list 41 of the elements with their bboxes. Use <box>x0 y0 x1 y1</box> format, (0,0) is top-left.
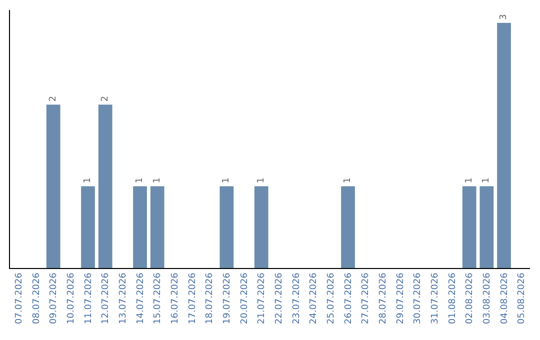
x-tick-label: 31.07.2026 <box>430 272 441 324</box>
x-tick-label: 01.08.2026 <box>448 272 458 324</box>
x-tick-label: 19.07.2026 <box>222 272 233 324</box>
x-tick-label: 13.07.2026 <box>118 272 129 324</box>
x-tick-label: 20.07.2026 <box>240 272 250 324</box>
x-tick-label: 08.07.2026 <box>32 272 42 324</box>
x-tick-label: 29.07.2026 <box>396 272 406 324</box>
data-label: 1 <box>343 178 353 184</box>
data-label: 1 <box>464 178 474 184</box>
x-tick-label: 21.07.2026 <box>257 272 268 324</box>
data-label: 1 <box>152 178 162 184</box>
data-label: 3 <box>499 14 509 20</box>
x-tick-label: 09.07.2026 <box>49 272 60 324</box>
x-tick-label: 28.07.2026 <box>378 272 389 324</box>
data-label: 1 <box>83 178 93 184</box>
x-tick-label: 11.07.2026 <box>84 272 94 324</box>
x-tick-label: 26.07.2026 <box>344 272 354 324</box>
data-label: 2 <box>100 96 110 102</box>
x-tick-label: 23.07.2026 <box>292 272 302 324</box>
data-label: 1 <box>482 178 492 184</box>
data-label: 1 <box>135 178 145 184</box>
x-tick-label: 24.07.2026 <box>309 272 320 324</box>
data-label: 1 <box>222 178 232 184</box>
data-label: 1 <box>256 178 266 184</box>
x-tick-label: 15.07.2026 <box>153 272 164 324</box>
x-tick-label: 16.07.2026 <box>170 272 181 324</box>
x-tick-label: 17.07.2026 <box>188 272 198 324</box>
x-tick-label: 18.07.2026 <box>205 272 216 324</box>
x-tick-label: 22.07.2026 <box>274 272 285 324</box>
x-tick-label: 14.07.2026 <box>136 272 146 324</box>
x-tick-label: 27.07.2026 <box>361 272 372 324</box>
data-label: 2 <box>48 96 58 102</box>
x-tick-label: 04.08.2026 <box>500 272 510 324</box>
x-tick-label: 02.08.2026 <box>465 272 476 324</box>
x-tick-label: 10.07.2026 <box>66 272 77 324</box>
x-tick-label: 05.08.2026 <box>517 272 528 324</box>
x-tick-label: 30.07.2026 <box>413 272 424 324</box>
x-tick-label: 03.08.2026 <box>482 272 493 324</box>
x-tick-label: 12.07.2026 <box>101 272 112 324</box>
x-tick-label: 25.07.2026 <box>326 272 337 324</box>
x-tick-label: 07.07.2026 <box>14 272 25 324</box>
